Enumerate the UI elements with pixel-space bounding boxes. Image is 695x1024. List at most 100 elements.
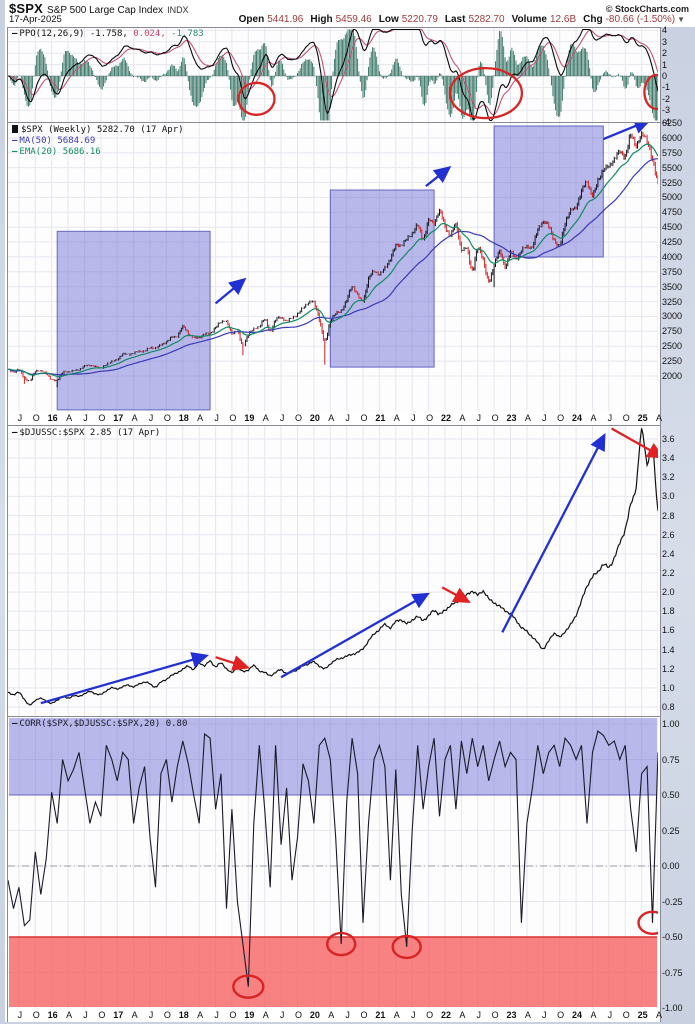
x-tick-label: O — [163, 1010, 171, 1020]
quote-dropdown-icon[interactable]: ▼ — [677, 15, 685, 24]
x-tick-label: J — [279, 1010, 285, 1020]
y-tick-label: 1.0 — [662, 682, 675, 693]
x-tick-label: A — [328, 1010, 335, 1020]
x-tick-label: A — [655, 413, 663, 423]
x-tick-label: 21 — [375, 1010, 386, 1020]
x-tick-label: 20 — [309, 413, 320, 423]
ppo-line — [8, 28, 658, 122]
y-tick-label: 3.2 — [662, 472, 675, 483]
x-tick-label: J — [148, 413, 154, 423]
ema20-legend: — EMA(20) 5686.16 — [12, 147, 184, 158]
x-tick-label: 25 — [637, 1010, 648, 1020]
y-tick-label: 1.00 — [662, 719, 680, 729]
y-tick-label: -2 — [662, 93, 671, 104]
x-tick-label: A — [524, 413, 531, 423]
ema20-legend-text: EMA(20) 5686.16 — [19, 147, 101, 157]
ppo-legend-value: -1.758, — [89, 29, 128, 39]
ma50-legend-text: MA(50) 5684.69 — [19, 136, 96, 146]
ppo-line-swatch: — — [12, 29, 18, 39]
annotation-box — [56, 230, 211, 411]
y-tick-label: 0 — [662, 71, 668, 81]
x-tick-label: J — [83, 413, 88, 423]
y-tick-label: 4000 — [662, 251, 683, 262]
x-tick-label: O — [98, 413, 106, 423]
x-tick-label: J — [83, 1010, 88, 1020]
x-tick-label: J — [410, 413, 416, 423]
x-tick-label: 18 — [178, 1010, 189, 1020]
annotation-circle — [637, 910, 658, 935]
corr-legend-text: CORR($SPX,$DJUSSC:$SPX,20) 0.80 — [19, 719, 188, 729]
ma50-legend: — MA(50) 5684.69 — [12, 136, 184, 147]
quote-label: Volume — [511, 14, 547, 25]
ratio-line-swatch: — — [12, 428, 18, 438]
y-tick-label: 2 — [662, 48, 668, 59]
x-tick-label: J — [214, 1010, 219, 1020]
x-tick-label: O — [98, 1010, 106, 1020]
quote-label: Low — [378, 14, 399, 25]
x-tick-label: A — [66, 1010, 73, 1020]
y-tick-label: -0.50 — [662, 932, 683, 942]
annotation-box — [329, 189, 435, 368]
x-tick-label: O — [360, 1010, 368, 1020]
y-tick-label: 6250 — [662, 118, 683, 128]
header-row-title: $SPX S&P 500 Large Cap Index INDX © StockC… — [9, 1, 691, 16]
y-tick-label: 0.75 — [662, 754, 680, 765]
x-tick-label: J — [279, 413, 285, 423]
x-tick-label: 24 — [572, 413, 583, 423]
y-tick-label: -0.25 — [662, 896, 683, 907]
x-tick-label: O — [229, 413, 237, 423]
x-tick-label: 19 — [244, 413, 255, 423]
x-tick-label: 17 — [113, 413, 124, 423]
x-tick-label: J — [148, 1010, 154, 1020]
copyright: © StockCharts.com — [605, 4, 689, 14]
trend-arrow-red — [215, 655, 250, 671]
candlestick-glyph — [12, 125, 18, 133]
x-tick-label: A — [524, 1010, 531, 1020]
y-tick-label: 1.8 — [662, 606, 675, 617]
y-tick-label: 5000 — [662, 192, 683, 203]
x-tick-label: 24 — [572, 1010, 583, 1020]
symbol-name: S&P 500 Large Cap Index — [47, 5, 164, 16]
x-tick-label: A — [262, 413, 269, 423]
y-tick-label: 3 — [662, 36, 668, 47]
x-tick-label: O — [32, 413, 40, 423]
x-tick-label: A — [459, 413, 466, 423]
x-tick-label: A — [66, 413, 73, 423]
ratio-panel — [7, 425, 661, 719]
x-axis-strip-bottom: J O 16 A J O 17 A J O 18 A J O 19 A J O 20 A J O 21 A J O 22 A J O 23 A… — [7, 1009, 662, 1022]
ma50-line-swatch: — — [12, 136, 18, 146]
corr-legend: — CORR($SPX,$DJUSSC:$SPX,20) 0.80 — [12, 719, 187, 730]
x-tick-label: O — [426, 1010, 434, 1020]
x-tick-label: 22 — [440, 1010, 451, 1020]
trend-arrow-blue — [40, 652, 210, 705]
ema20-line — [8, 143, 658, 378]
x-tick-label: J — [542, 413, 547, 423]
trend-arrow-blue — [501, 433, 606, 633]
y-tick-label: -0.75 — [662, 967, 683, 978]
trend-arrow-red — [441, 586, 471, 604]
y-tick-label: 0.00 — [662, 861, 680, 871]
y-tick-label: 3000 — [662, 311, 683, 322]
y-tick-label: 1 — [662, 59, 668, 70]
ratio-legend-text: $DJUSSC:$SPX 2.85 (17 Apr) — [19, 428, 161, 438]
y-tick-label: 2.0 — [662, 587, 675, 598]
x-tick-label: A — [262, 1010, 269, 1020]
x-tick-label: 16 — [47, 413, 58, 423]
ma50-line — [8, 158, 658, 376]
ratio-legend: — $DJUSSC:$SPX 2.85 (17 Apr) — [12, 428, 160, 439]
price-legend-main: $SPX (Weekly) 5282.70 (17 Apr) — [12, 125, 184, 136]
x-tick-label: J — [17, 413, 23, 423]
bullish-zone — [9, 718, 657, 795]
corr-line-swatch: — — [12, 719, 18, 729]
ppo-panel — [7, 27, 661, 125]
x-tick-label: 18 — [178, 413, 189, 423]
y-tick-label: 4250 — [662, 237, 683, 248]
x-axis-strip-top: J O 16 A J O 17 A J O 18 A J O 19 A J O 20 A J O 21 A J O 22 A J O 23 A… — [7, 412, 663, 425]
x-tick-label: A — [197, 413, 204, 423]
x-tick-label: A — [590, 1010, 597, 1020]
ppo-legend-values: -1.758, 0.024, -1.783 — [90, 29, 204, 39]
x-tick-label: O — [294, 413, 302, 423]
y-tick-label: 5500 — [662, 162, 683, 173]
y-tick-label: 3.0 — [662, 491, 675, 502]
x-tick-label: O — [294, 1010, 302, 1020]
